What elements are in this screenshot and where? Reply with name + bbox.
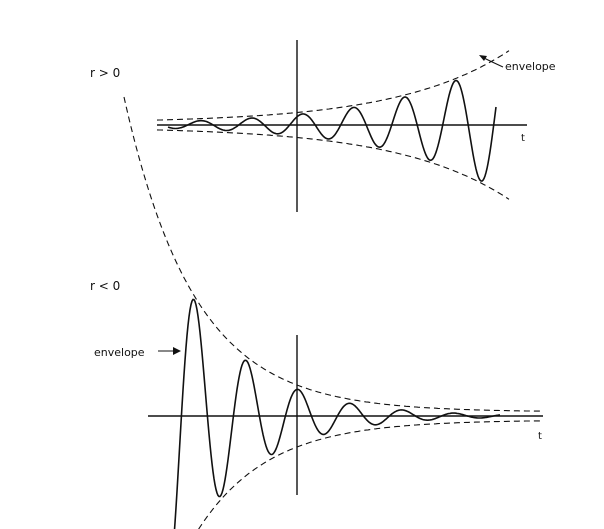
decaying-oscillation-curve [173,298,501,529]
envelope-pointer-arrow-top [483,57,504,68]
panel-decaying: r < 0 t envelope [90,96,543,529]
envelope-top-lower [156,129,510,200]
envelope-pointer-arrowhead-bottom [173,347,181,355]
time-axis-bottom-label: t [538,431,542,442]
panel-bottom-condition: r < 0 [90,279,120,293]
envelope-label-top: envelope [505,60,556,73]
panel-growing: r > 0 t envelope [90,40,556,212]
envelope-bottom-upper [123,96,543,412]
envelope-label-bottom: envelope [94,346,145,359]
time-axis-top-label: t [521,133,525,144]
panel-top-condition: r > 0 [90,66,120,80]
envelope-top-upper [156,50,510,121]
envelope-bottom-lower [198,420,543,529]
growing-oscillation-curve [167,79,497,182]
envelope-pointer-arrowhead-top [479,55,487,61]
